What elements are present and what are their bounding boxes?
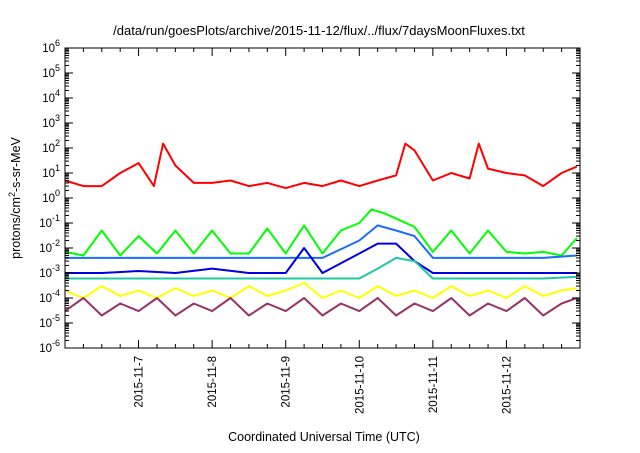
y-tick-exponent: -5 (52, 313, 60, 323)
y-tick-label: 102 (42, 138, 60, 155)
y-tick-exponent: 3 (55, 113, 60, 123)
axis-layer: 10-610-510-410-310-210-11001011021031041… (39, 38, 581, 414)
x-tick-label: 2015-11-8 (207, 356, 219, 408)
series-line-4 (65, 242, 577, 274)
y-tick-exponent: 1 (55, 163, 60, 173)
chart-title: /data/run/goesPlots/archive/2015-11-12/f… (113, 23, 525, 38)
y-tick-base: 10 (42, 143, 55, 155)
x-tick-label: 2015-11-9 (281, 356, 293, 408)
y-tick-base: 10 (42, 43, 55, 55)
y-tick-label: 10-1 (39, 213, 60, 230)
series-line-1 (64, 142, 578, 190)
y-tick-base: 10 (42, 68, 55, 80)
x-axis-label: Coordinated Universal Time (UTC) (228, 430, 420, 444)
y-tick-label: 103 (42, 113, 60, 130)
y-tick-base: 10 (39, 343, 52, 355)
y-tick-exponent: -1 (52, 213, 60, 223)
y-tick-label: 104 (42, 88, 60, 105)
y-tick-exponent: 4 (55, 88, 60, 98)
x-tick-label: 2015-11-7 (134, 356, 146, 408)
y-tick-label: 106 (42, 38, 60, 55)
y-axis-label-part: protons/cm (9, 197, 23, 259)
y-tick-exponent: 6 (55, 38, 60, 48)
y-tick-label: 101 (42, 163, 60, 180)
y-tick-label: 105 (42, 63, 60, 80)
y-tick-exponent: 0 (55, 188, 60, 198)
y-tick-base: 10 (42, 118, 55, 130)
y-tick-exponent: -4 (52, 288, 60, 298)
y-tick-base: 10 (42, 93, 55, 105)
y-tick-base: 10 (39, 218, 52, 230)
plot-frame (64, 47, 581, 349)
series-line-5 (65, 256, 577, 280)
y-tick-exponent: -3 (52, 263, 60, 273)
y-tick-base: 10 (39, 243, 52, 255)
y-tick-base: 10 (39, 268, 52, 280)
y-tick-label: 10-2 (39, 238, 60, 255)
y-tick-base: 10 (42, 193, 55, 205)
y-tick-label: 10-4 (39, 288, 60, 305)
y-tick-exponent: 2 (55, 138, 60, 148)
y-axis-label-superscript: 2 (7, 192, 17, 197)
y-tick-exponent: -6 (52, 338, 60, 348)
x-tick-label: 2015-11-12 (501, 356, 513, 414)
series-line-7 (64, 297, 578, 317)
x-tick-label: 2015-11-11 (428, 356, 440, 413)
y-tick-exponent: -2 (52, 238, 60, 248)
series-line-3 (65, 224, 577, 259)
series-line-2 (64, 208, 578, 257)
x-tick-label: 2015-11-10 (354, 356, 366, 414)
y-tick-base: 10 (42, 168, 55, 180)
y-tick-exponent: 5 (55, 63, 60, 73)
y-tick-label: 10-5 (39, 313, 60, 330)
y-tick-label: 10-3 (39, 263, 60, 280)
y-tick-base: 10 (39, 318, 52, 330)
y-axis-label-part: -s-sr-MeV (9, 136, 23, 192)
y-tick-label: 100 (42, 188, 60, 205)
series-layer (64, 142, 578, 317)
y-tick-label: 10-6 (39, 338, 60, 355)
series-line-6 (64, 281, 578, 299)
y-tick-base: 10 (39, 293, 52, 305)
y-axis-label: protons/cm2-s-sr-MeV (7, 136, 23, 258)
